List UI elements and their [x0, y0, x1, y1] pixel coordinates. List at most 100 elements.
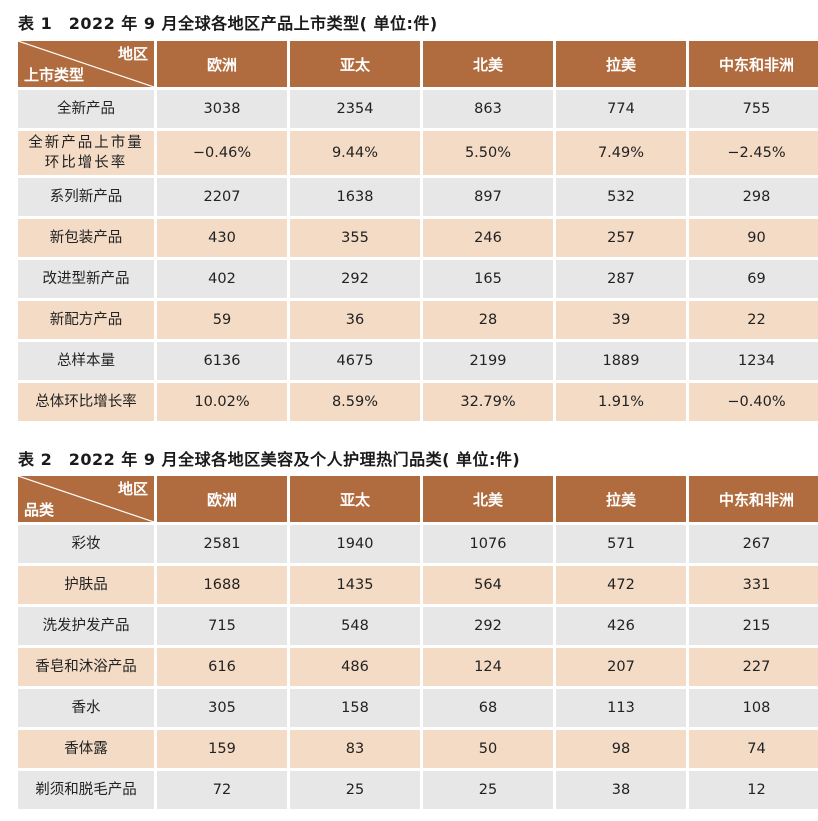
table-row: 总样本量 6136 4675 2199 1889 1234 — [18, 342, 818, 380]
table-cell: 36 — [290, 301, 420, 339]
table-row: 彩妆 2581 1940 1076 571 267 — [18, 525, 818, 563]
table-cell: 28 — [423, 301, 553, 339]
table1: 地区 上市类型 欧洲 亚太 北美 拉美 中东和非洲 全新产品 3038 2354 86… — [15, 38, 818, 424]
table2-caption: 表 2 2022 年 9 月全球各地区美容及个人护理热门品类( 单位:件) — [18, 450, 521, 469]
table-row: 系列新产品 2207 1638 897 532 298 — [18, 178, 818, 216]
table2-col-header: 拉美 — [556, 476, 686, 522]
table-row: 洗发护发产品 715 548 292 426 215 — [18, 607, 818, 645]
table-cell: 305 — [157, 689, 287, 727]
table-cell: 1234 — [689, 342, 818, 380]
table-cell: 430 — [157, 219, 287, 257]
table2-col-header: 中东和非洲 — [689, 476, 818, 522]
table-cell: 292 — [290, 260, 420, 298]
row-label: 护肤品 — [18, 566, 154, 604]
table-cell: 1076 — [423, 525, 553, 563]
table-cell: 1889 — [556, 342, 686, 380]
table-row: 总体环比增长率 10.02% 8.59% 32.79% 1.91% −0.40% — [18, 383, 818, 421]
table-cell: 74 — [689, 730, 818, 768]
table-cell: 50 — [423, 730, 553, 768]
table-cell: 774 — [556, 90, 686, 128]
table-cell: 227 — [689, 648, 818, 686]
table-cell: 548 — [290, 607, 420, 645]
table2-col-header: 北美 — [423, 476, 553, 522]
table-cell: −0.46% — [157, 131, 287, 175]
table-cell: −0.40% — [689, 383, 818, 421]
table-cell: 59 — [157, 301, 287, 339]
table-cell: 331 — [689, 566, 818, 604]
table-cell: 897 — [423, 178, 553, 216]
row-label: 系列新产品 — [18, 178, 154, 216]
table-cell: −2.45% — [689, 131, 818, 175]
table-cell: 39 — [556, 301, 686, 339]
table-row: 护肤品 1688 1435 564 472 331 — [18, 566, 818, 604]
table-cell: 257 — [556, 219, 686, 257]
table-cell: 1435 — [290, 566, 420, 604]
table-cell: 426 — [556, 607, 686, 645]
table-cell: 38 — [556, 771, 686, 809]
diagonal-line — [18, 476, 154, 522]
table-cell: 25 — [423, 771, 553, 809]
table-cell: 124 — [423, 648, 553, 686]
table-cell: 1940 — [290, 525, 420, 563]
table-cell: 2354 — [290, 90, 420, 128]
table1-col-header: 亚太 — [290, 41, 420, 87]
table1-col-header: 北美 — [423, 41, 553, 87]
table-cell: 1688 — [157, 566, 287, 604]
table-row: 新配方产品 59 36 28 39 22 — [18, 301, 818, 339]
table1-corner-cell: 地区 上市类型 — [18, 41, 154, 87]
row-label: 香皂和沐浴产品 — [18, 648, 154, 686]
row-label: 总体环比增长率 — [18, 383, 154, 421]
table-cell: 158 — [290, 689, 420, 727]
table-cell: 5.50% — [423, 131, 553, 175]
table-cell: 108 — [689, 689, 818, 727]
table-cell: 32.79% — [423, 383, 553, 421]
corner-region-label: 地区 — [117, 45, 148, 63]
table-cell: 267 — [689, 525, 818, 563]
table-cell: 113 — [556, 689, 686, 727]
table-cell: 207 — [556, 648, 686, 686]
table1-col-header: 拉美 — [556, 41, 686, 87]
table-cell: 7.49% — [556, 131, 686, 175]
table-cell: 486 — [290, 648, 420, 686]
table-cell: 22 — [689, 301, 818, 339]
table-cell: 68 — [423, 689, 553, 727]
table-cell: 1.91% — [556, 383, 686, 421]
table1-header-row: 地区 上市类型 欧洲 亚太 北美 拉美 中东和非洲 — [18, 41, 818, 87]
table-cell: 215 — [689, 607, 818, 645]
table2-corner-cell: 地区 品类 — [18, 476, 154, 522]
row-label: 全新产品 — [18, 90, 154, 128]
row-label: 香体露 — [18, 730, 154, 768]
table-cell: 4675 — [290, 342, 420, 380]
table-cell: 564 — [423, 566, 553, 604]
table-cell: 10.02% — [157, 383, 287, 421]
table2-col-header: 欧洲 — [157, 476, 287, 522]
table-cell: 2199 — [423, 342, 553, 380]
table-row: 剃须和脱毛产品 72 25 25 38 12 — [18, 771, 818, 809]
corner-region-label: 地区 — [117, 480, 148, 498]
table-cell: 165 — [423, 260, 553, 298]
table2-header-row: 地区 品类 欧洲 亚太 北美 拉美 中东和非洲 — [18, 476, 818, 522]
table-cell: 755 — [689, 90, 818, 128]
row-label: 洗发护发产品 — [18, 607, 154, 645]
row-label: 新包装产品 — [18, 219, 154, 257]
table-row: 香体露 159 83 50 98 74 — [18, 730, 818, 768]
row-label: 香水 — [18, 689, 154, 727]
table-cell: 2207 — [157, 178, 287, 216]
table-cell: 402 — [157, 260, 287, 298]
table-cell: 246 — [423, 219, 553, 257]
table2-col-header: 亚太 — [290, 476, 420, 522]
table-cell: 9.44% — [290, 131, 420, 175]
table-cell: 3038 — [157, 90, 287, 128]
corner-category-label: 品类 — [24, 501, 55, 519]
table-cell: 863 — [423, 90, 553, 128]
table-cell: 532 — [556, 178, 686, 216]
table-cell: 616 — [157, 648, 287, 686]
table-row: 全新产品上市量环比增长率 −0.46% 9.44% 5.50% 7.49% −2.45% — [18, 131, 818, 175]
table-cell: 571 — [556, 525, 686, 563]
table-cell: 287 — [556, 260, 686, 298]
table1-col-header: 欧洲 — [157, 41, 287, 87]
corner-type-label: 上市类型 — [24, 66, 85, 84]
table-cell: 6136 — [157, 342, 287, 380]
table-cell: 472 — [556, 566, 686, 604]
table-cell: 8.59% — [290, 383, 420, 421]
